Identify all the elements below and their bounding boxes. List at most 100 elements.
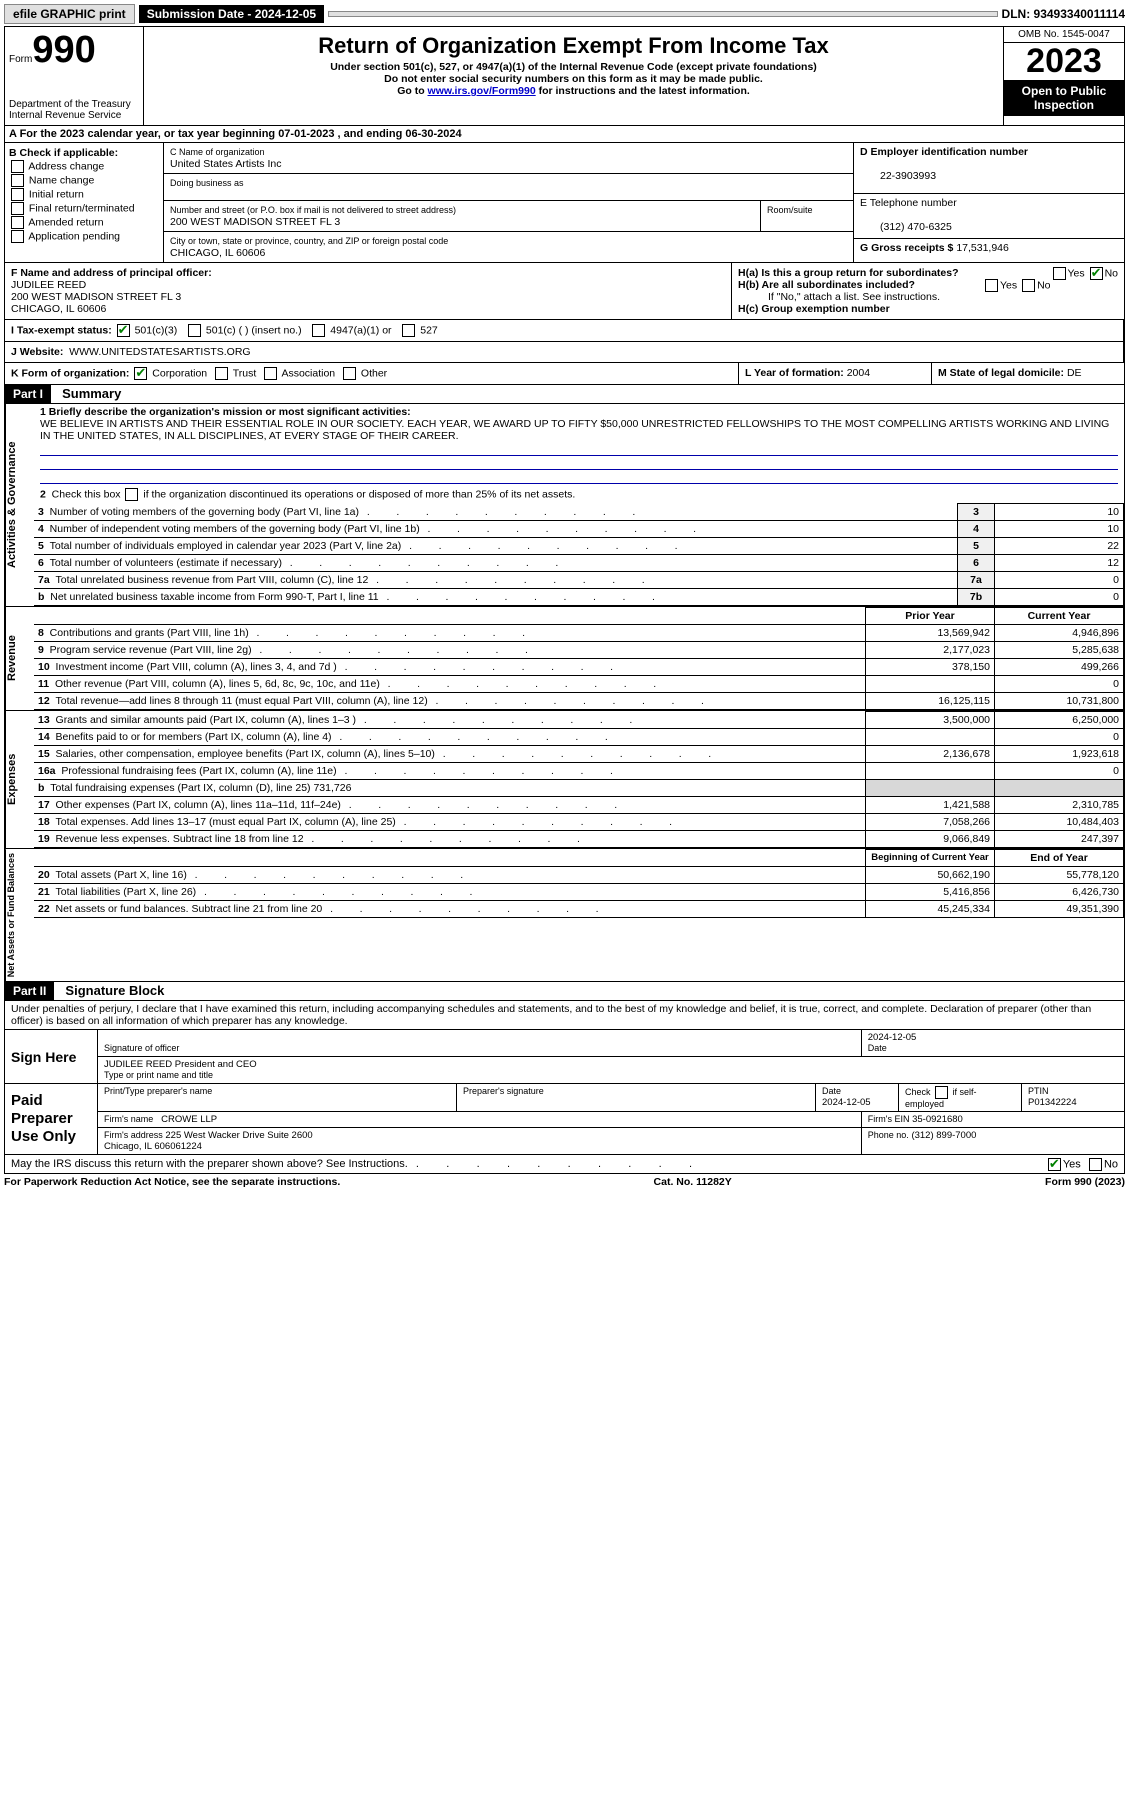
chk-discontinued[interactable] <box>125 488 138 501</box>
header-center: Return of Organization Exempt From Incom… <box>144 27 1003 125</box>
firm-ein: 35-0921680 <box>912 1114 963 1125</box>
end-hdr: End of Year <box>995 850 1124 867</box>
table-row: 21 Total liabilities (Part X, line 26) 5… <box>34 884 1124 901</box>
city-label: City or town, state or province, country… <box>170 236 448 246</box>
efile-print-button[interactable]: efile GRAPHIC print <box>4 4 135 24</box>
chk-4947[interactable] <box>312 324 325 337</box>
hb-note: If "No," attach a list. See instructions… <box>738 291 1118 303</box>
hb-yes[interactable] <box>985 279 998 292</box>
row-klm: K Form of organization: Corporation Trus… <box>5 363 1124 385</box>
table-row: 15 Salaries, other compensation, employe… <box>34 746 1124 763</box>
chk-corp[interactable] <box>134 367 147 380</box>
form-number: 990 <box>32 29 95 71</box>
footer-right: Form 990 (2023) <box>1045 1176 1125 1188</box>
part2-header-row: Part II Signature Block <box>5 982 1124 1001</box>
street-label: Number and street (or P.O. box if mail i… <box>170 205 456 215</box>
chk-selfemployed[interactable] <box>935 1086 948 1099</box>
prep-name-label: Print/Type preparer's name <box>104 1086 212 1096</box>
sub3-pre: Go to <box>397 85 427 97</box>
public-inspection: Open to Public Inspection <box>1004 80 1124 116</box>
form-title: Return of Organization Exempt From Incom… <box>148 33 999 59</box>
chk-name[interactable]: Name change <box>9 174 159 187</box>
chk-501c[interactable] <box>188 324 201 337</box>
chk-assoc[interactable] <box>264 367 277 380</box>
table-row: 10 Investment income (Part VIII, column … <box>34 659 1124 676</box>
paid-preparer-row: Paid Preparer Use Only Print/Type prepar… <box>5 1084 1124 1154</box>
dba-label: Doing business as <box>170 178 244 188</box>
submission-date-label: Submission Date - 2024-12-05 <box>139 5 324 23</box>
l-label: L Year of formation: <box>745 367 844 379</box>
website-value: WWW.UNITEDSTATESARTISTS.ORG <box>69 346 250 358</box>
part1-header-row: Part I Summary <box>5 385 1124 404</box>
col-f-officer: F Name and address of principal officer:… <box>5 263 731 319</box>
vlabel-net: Net Assets or Fund Balances <box>5 849 34 981</box>
part2-tag: Part II <box>5 982 54 1000</box>
table-row: 14 Benefits paid to or for members (Part… <box>34 729 1124 746</box>
officer-printed: JUDILEE REED President and CEO <box>104 1059 257 1070</box>
gov-block: Activities & Governance 1 Briefly descri… <box>5 404 1124 607</box>
submission-date-spacer <box>328 11 997 17</box>
org-name-cell: C Name of organization United States Art… <box>164 143 853 174</box>
ein-value: 22-3903993 <box>860 170 936 182</box>
footer-mid: Cat. No. 11282Y <box>654 1176 732 1188</box>
top-toolbar: efile GRAPHIC print Submission Date - 20… <box>4 4 1125 24</box>
header-sub3: Go to www.irs.gov/Form990 for instructio… <box>148 85 999 97</box>
chk-501c3[interactable] <box>117 324 130 337</box>
chk-amended[interactable]: Amended return <box>9 216 159 229</box>
e-label: E Telephone number <box>860 197 957 209</box>
ha-no[interactable] <box>1090 267 1103 280</box>
line2: 2 Check this box if the organization dis… <box>34 486 1124 503</box>
col-h-group: H(a) Is this a group return for subordin… <box>731 263 1124 319</box>
f-label: F Name and address of principal officer: <box>11 267 212 279</box>
table-row: 9 Program service revenue (Part VIII, li… <box>34 642 1124 659</box>
hc-label: H(c) Group exemption number <box>738 303 890 315</box>
chk-final[interactable]: Final return/terminated <box>9 202 159 215</box>
chk-initial[interactable]: Initial return <box>9 188 159 201</box>
sig-officer-label: Signature of officer <box>104 1043 179 1053</box>
chk-address[interactable]: Address change <box>9 160 159 173</box>
sign-here-row: Sign Here Signature of officer 2024-12-0… <box>5 1030 1124 1084</box>
i-label: I Tax-exempt status: <box>11 324 112 336</box>
j-label: J Website: <box>11 346 63 358</box>
h-c-row: H(c) Group exemption number <box>738 303 1118 315</box>
discuss-no[interactable] <box>1089 1158 1102 1171</box>
discuss-yes[interactable] <box>1048 1158 1061 1171</box>
m-label: M State of legal domicile: <box>938 367 1064 379</box>
header-right: OMB No. 1545-0047 2023 Open to Public In… <box>1003 27 1124 125</box>
hb-no[interactable] <box>1022 279 1035 292</box>
section-identity: B Check if applicable: Address change Na… <box>5 143 1124 263</box>
ptin-value: P01342224 <box>1028 1097 1077 1108</box>
ptin-label: PTIN <box>1028 1086 1049 1096</box>
table-row: 19 Revenue less expenses. Subtract line … <box>34 831 1124 848</box>
table-row: 16a Professional fundraising fees (Part … <box>34 763 1124 780</box>
mission-section: 1 Briefly describe the organization's mi… <box>34 404 1124 486</box>
firm-phone-label: Phone no. <box>868 1130 909 1140</box>
ha-yes[interactable] <box>1053 267 1066 280</box>
vlabel-exp: Expenses <box>5 711 34 848</box>
table-row: 7a Total unrelated business revenue from… <box>34 572 1124 589</box>
firm-phone: (312) 899-7000 <box>911 1130 976 1141</box>
chk-527[interactable] <box>402 324 415 337</box>
table-row: 4 Number of independent voting members o… <box>34 521 1124 538</box>
gov-table: 3 Number of voting members of the govern… <box>34 503 1124 606</box>
irs-link[interactable]: www.irs.gov/Form990 <box>428 85 536 97</box>
col-b-checkboxes: B Check if applicable: Address change Na… <box>5 143 164 262</box>
row-website: J Website: WWW.UNITEDSTATESARTISTS.ORG <box>5 342 1124 363</box>
form-word: Form <box>9 54 32 65</box>
sign-date: 2024-12-05 <box>868 1032 917 1043</box>
firm-name-label: Firm's name <box>104 1114 153 1124</box>
discuss-row: May the IRS discuss this return with the… <box>5 1154 1124 1173</box>
table-row: 5 Total number of individuals employed i… <box>34 538 1124 555</box>
chk-pending[interactable]: Application pending <box>9 230 159 243</box>
current-hdr: Current Year <box>995 608 1124 625</box>
chk-other[interactable] <box>343 367 356 380</box>
c-name-label: C Name of organization <box>170 147 265 157</box>
firm-ein-label: Firm's EIN <box>868 1114 910 1124</box>
table-row: b Total fundraising expenses (Part IX, c… <box>34 780 1124 797</box>
phone-value: (312) 470-6325 <box>860 221 952 233</box>
hb-label: H(b) Are all subordinates included? <box>738 279 915 291</box>
tax-year: 2023 <box>1004 43 1124 80</box>
phone-cell: E Telephone number (312) 470-6325 <box>854 194 1124 239</box>
mission-blank1 <box>40 442 1118 456</box>
chk-trust[interactable] <box>215 367 228 380</box>
